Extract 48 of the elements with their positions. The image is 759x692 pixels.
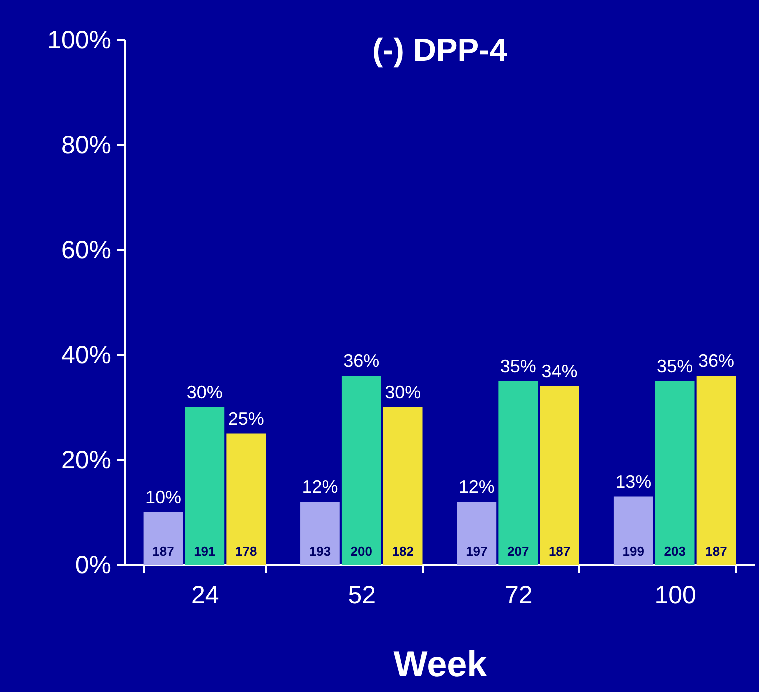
- bar: [655, 381, 695, 565]
- x-tick-label: 100: [654, 582, 696, 610]
- data-label: 30%: [186, 382, 223, 402]
- annotation: 191: [194, 544, 216, 559]
- bar: [614, 496, 654, 565]
- annotation: 182: [392, 544, 414, 559]
- annotation: 199: [622, 544, 644, 559]
- bar: [696, 376, 736, 565]
- data-label: 36%: [344, 351, 380, 371]
- data-label: 12%: [302, 477, 338, 497]
- annotation: 203: [664, 544, 686, 559]
- data-label: 10%: [145, 488, 182, 508]
- annotation: 178: [236, 544, 258, 559]
- bar: [144, 512, 184, 565]
- annotation: 207: [508, 544, 530, 559]
- bar: [540, 386, 580, 565]
- bar: [342, 376, 382, 565]
- data-label: 35%: [500, 356, 536, 376]
- bar: [383, 408, 423, 565]
- y-tick-label: 80%: [61, 132, 112, 160]
- annotation: 197: [466, 544, 488, 559]
- data-label: 36%: [698, 351, 735, 371]
- data-label: 35%: [657, 356, 694, 376]
- x-tick-label: 24: [192, 582, 220, 610]
- annotation: 187: [152, 544, 174, 559]
- x-axis-title: Week: [394, 644, 488, 684]
- x-tick-label: 52: [348, 582, 376, 610]
- bar: [300, 502, 340, 565]
- x-tick-label: 72: [504, 582, 533, 610]
- data-label: 25%: [228, 408, 264, 429]
- bar: [226, 434, 266, 565]
- y-tick-label: 20%: [61, 446, 112, 474]
- chart-title: (-) DPP-4: [372, 32, 508, 68]
- annotation: 187: [548, 544, 571, 559]
- bar: [185, 408, 225, 565]
- y-tick-label: 40%: [61, 342, 112, 370]
- y-tick-label: 60%: [61, 236, 112, 264]
- y-tick-label: 100%: [48, 26, 112, 54]
- data-label: 34%: [542, 362, 578, 382]
- bar: [498, 381, 538, 565]
- data-label: 13%: [616, 472, 652, 492]
- data-label: 12%: [458, 477, 495, 497]
- annotation: 187: [706, 544, 728, 559]
- bar: [457, 502, 497, 565]
- data-label: 30%: [385, 382, 422, 402]
- annotation: 200: [350, 544, 372, 559]
- y-tick-label: 0%: [75, 552, 112, 580]
- annotation: 193: [309, 544, 332, 559]
